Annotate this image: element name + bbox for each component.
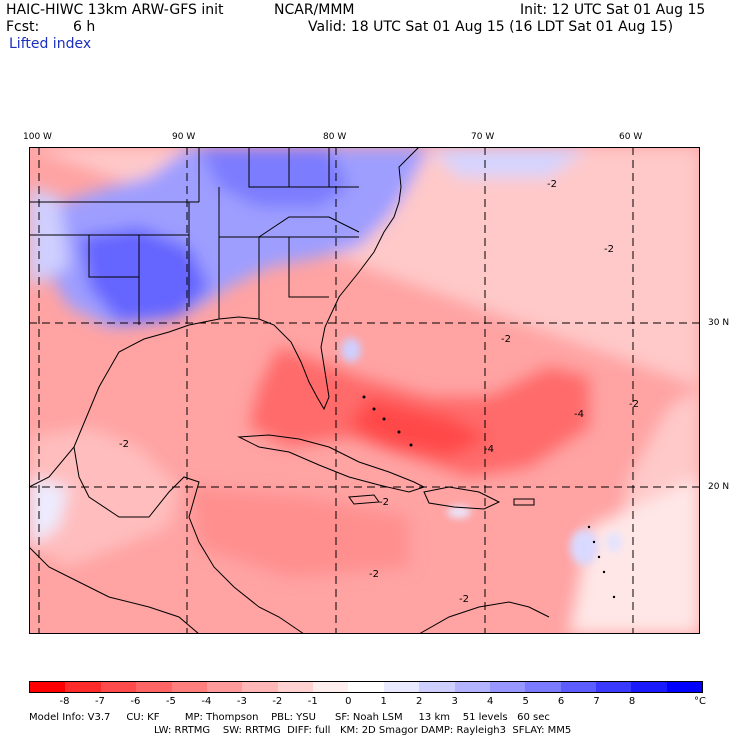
forecast-label: Fcst: [6,19,40,35]
island [372,407,376,411]
colorbar-tick-label: -6 [130,696,141,707]
contour-label: -2 [119,439,129,450]
island [409,443,413,447]
coastline [29,147,420,488]
field-blob [606,532,622,552]
colorbar-tick-label: 4 [486,696,494,707]
field-region [429,147,589,177]
colorbar-swatch [206,682,243,692]
state-border [29,147,360,325]
colorbar-swatch [419,682,455,692]
colorbar-swatch [666,682,703,692]
island [597,555,601,559]
coastline [73,446,305,634]
island [587,525,591,529]
lon-label: 90 W [172,132,196,142]
colorbar-tick-label: -4 [201,696,212,707]
colorbar-swatch [65,682,101,692]
island [612,595,616,599]
contour-label: -4 [574,409,584,420]
colorbar [29,681,703,693]
forecast-hour: 6 h [73,19,96,35]
island [397,430,401,434]
island [602,570,606,574]
colorbar-tick-label: 7 [593,696,600,707]
lat-label: 20 N [708,482,730,492]
colorbar-tick-label: -1 [307,696,318,707]
model-info-line1: Model Info: V3.7 CU: KF MP: Thompson PBL… [29,712,550,723]
lon-label: 70 W [471,132,495,142]
coastline [423,486,501,510]
field-region [569,477,700,634]
field-blob [447,506,471,518]
coastline [29,546,200,634]
colorbar-swatch [560,682,596,692]
colorbar-tick-label: 1 [380,696,387,707]
coastline [513,498,535,506]
colorbar-tick-label: 3 [451,696,458,707]
island [362,395,366,399]
lon-label: 100 W [23,132,52,142]
colorbar-swatch [313,682,349,692]
coastline [418,601,550,634]
colorbar-swatch [489,682,526,692]
model-info-line2: LW: RRTMG SW: RRTMG DIFF: full KM: 2D Sm… [154,725,572,736]
field-region [199,147,349,207]
contour-label: -2 [379,497,389,508]
contour-label: -2 [501,334,511,345]
colorbar-swatch [383,682,420,692]
lon-label: 80 W [323,132,347,142]
init-time: Init: 12 UTC Sat 01 Aug 15 [520,2,706,18]
colorbar-tick-label: 0 [345,696,352,707]
contour-label: -4 [484,444,494,455]
colorbar-swatch [171,682,207,692]
contour-label: -2 [369,569,379,580]
colorbar-tick-label: -5 [165,696,176,707]
colorbar-swatch [277,682,313,692]
valid-time: Valid: 18 UTC Sat 01 Aug 15 (16 LDT Sat … [308,19,674,35]
colorbar-tick-label: 6 [557,696,565,707]
colorbar-swatch [348,682,384,692]
field-region [79,227,209,322]
contour-label: -2 [459,594,469,605]
model-title: HAIC-HIWC 13km ARW-GFS init [6,2,224,18]
colorbar-tick-label: -7 [94,696,105,707]
colorbar-swatch [454,682,490,692]
field-region [349,397,489,457]
colorbar-tick-label: 8 [628,696,636,707]
lifted-index-map: -2 -2 -2 -2 -4 -4 -2 -2 -2 -2 [29,147,700,634]
contour-label: -2 [547,179,557,190]
colorbar-tick-label: -8 [59,696,70,707]
colorbar-tick-label: 5 [522,696,529,707]
colorbar-swatch [631,682,667,692]
field-blob [570,529,598,565]
lat-label: 30 N [708,318,730,328]
field-region [189,487,409,577]
field-blob [341,338,361,362]
colorbar-swatch [525,682,561,692]
colorbar-swatch [596,682,632,692]
contour-label: -2 [604,244,614,255]
island [382,417,386,421]
island [592,540,596,544]
colorbar-tick-label: -2 [272,696,283,707]
colorbar-unit: °C [694,696,706,707]
colorbar-tick-label: 2 [416,696,423,707]
colorbar-swatch [100,682,137,692]
colorbar-swatch [242,682,278,692]
center-name: NCAR/MMM [274,2,355,18]
colorbar-tick-label: -3 [236,696,247,707]
colorbar-swatch [136,682,172,692]
colorbar-swatch [30,682,66,692]
contour-label: -2 [629,399,639,410]
coastline [348,494,380,505]
field-region [29,147,700,634]
lon-label: 60 W [619,132,643,142]
field-region [29,427,179,567]
field-name: Lifted index [9,36,92,52]
